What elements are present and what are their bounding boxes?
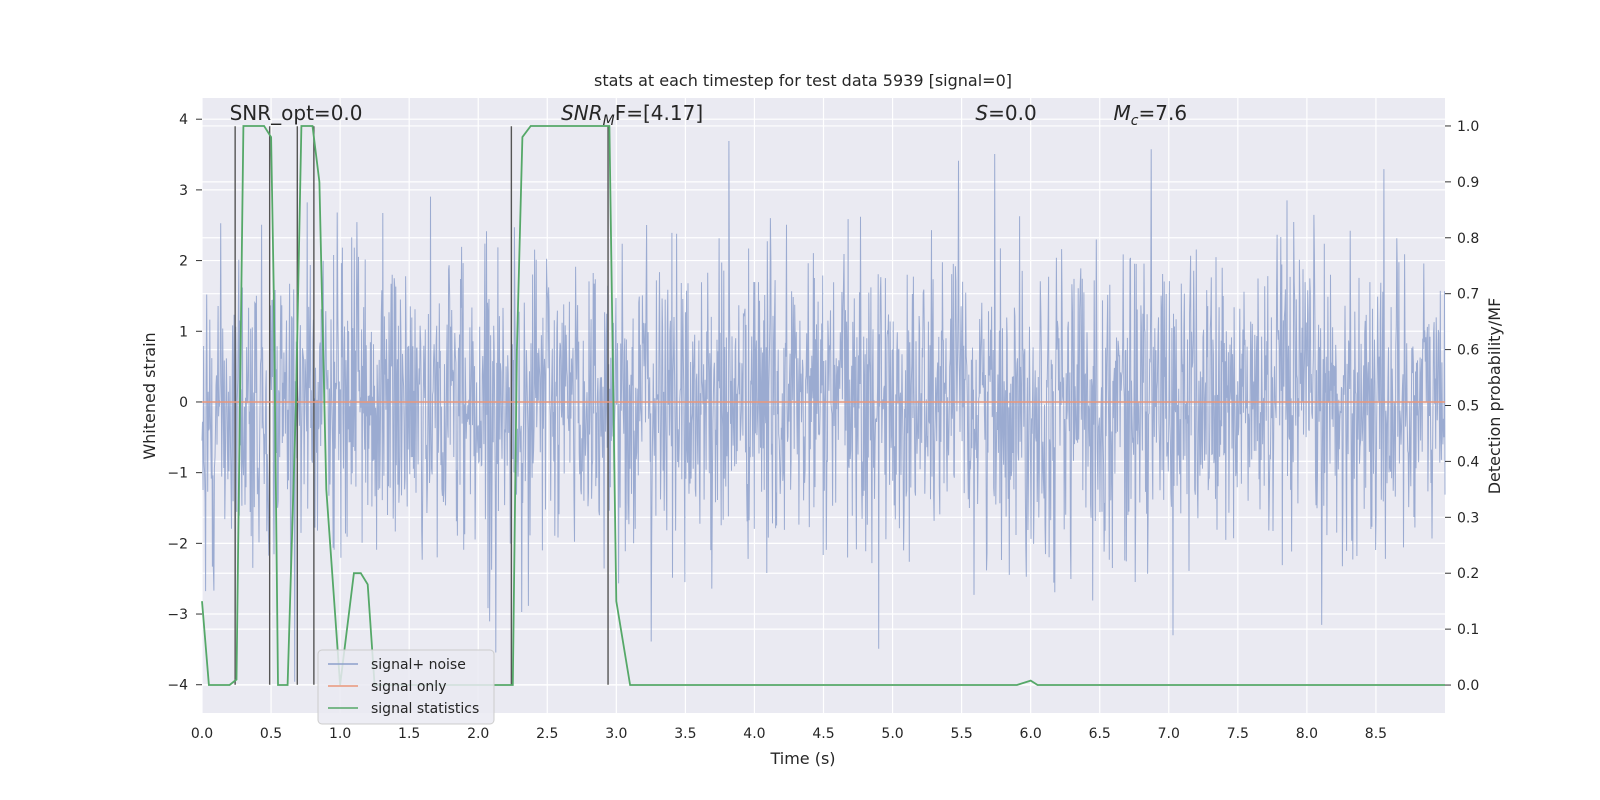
y-left-tick-label: 3	[179, 183, 188, 199]
x-tick-label: 7.5	[1227, 726, 1249, 742]
x-tick-label: 0.0	[191, 726, 213, 742]
y-left-tick-label: 1	[179, 324, 188, 340]
y-left-tick-label: 2	[179, 254, 188, 270]
x-tick-label: 6.5	[1089, 726, 1111, 742]
y-right-tick-label: 0.9	[1457, 175, 1479, 191]
legend-label-signal-only: signal only	[371, 679, 446, 695]
x-tick-label: 1.0	[329, 726, 351, 742]
annotation-1: SNRMF=[4.17]	[561, 101, 703, 129]
y-left-tick-label: −1	[167, 466, 188, 482]
legend: signal+ noise signal only signal statist…	[317, 649, 495, 725]
y-left-tick-label: −4	[167, 678, 188, 694]
series-signal-noise	[201, 140, 1446, 682]
x-axis-label: Time (s)	[769, 749, 835, 768]
x-tick-label: 8.5	[1365, 726, 1387, 742]
annotation-2: S=0.0	[975, 101, 1036, 125]
y-right-tick-label: 0.6	[1457, 343, 1479, 359]
x-tick-label: 8.0	[1296, 726, 1318, 742]
y-right-tick-label: 1.0	[1457, 119, 1479, 135]
legend-box	[317, 649, 495, 725]
y-right-tick-label: 0.3	[1457, 510, 1479, 526]
x-axis-ticks: 0.0 0.5 1.0 1.5 2.0 2.5 3.0 3.5 4.0 4.5 5.0 5.5 6.0 6…	[191, 726, 1387, 742]
y-left-axis-ticks: 4 3 2 1 0 −1 −2 −3 −4	[167, 112, 202, 694]
noise-line	[201, 140, 1446, 682]
chart-title: stats at each timestep for test data 593…	[594, 71, 1012, 90]
x-tick-label: 2.5	[536, 726, 558, 742]
x-tick-label: 0.5	[260, 726, 282, 742]
legend-label-signal-statistics: signal statistics	[371, 701, 479, 717]
x-tick-label: 5.5	[950, 726, 972, 742]
y-left-axis-label: Whitened strain	[140, 332, 159, 459]
y-left-tick-label: −2	[167, 536, 188, 552]
y-right-axis-label: Detection probability/MF	[1485, 298, 1504, 495]
x-tick-label: 4.0	[743, 726, 765, 742]
x-tick-label: 5.0	[881, 726, 903, 742]
vertical-markers	[234, 126, 609, 685]
y-right-tick-label: 0.2	[1457, 566, 1479, 582]
y-right-tick-label: 0.8	[1457, 231, 1479, 247]
y-left-tick-label: 0	[179, 395, 188, 411]
x-tick-label: 3.0	[605, 726, 627, 742]
y-right-tick-label: 0.4	[1457, 454, 1479, 470]
x-tick-label: 4.5	[812, 726, 834, 742]
annotation-3: Mc=7.6	[1114, 101, 1188, 129]
x-tick-label: 1.5	[398, 726, 420, 742]
y-right-axis-ticks: 1.0 0.9 0.8 0.7 0.6 0.5 0.4 0.3 0.2 0.1 0.0	[1445, 119, 1479, 694]
x-tick-label: 7.0	[1158, 726, 1180, 742]
y-right-tick-label: 0.0	[1457, 678, 1479, 694]
annotation-0: SNR_opt=0.0	[230, 101, 363, 125]
y-right-tick-label: 0.7	[1457, 287, 1479, 303]
y-right-tick-label: 0.1	[1457, 622, 1479, 638]
annotations: SNR_opt=0.0 SNRMF=[4.17] S=0.0 Mc=7.6	[230, 101, 1187, 129]
x-tick-label: 2.0	[467, 726, 489, 742]
legend-label-signal-noise: signal+ noise	[371, 657, 466, 673]
y-left-tick-label: −3	[167, 607, 188, 623]
y-right-tick-label: 0.5	[1457, 399, 1479, 415]
x-tick-label: 3.5	[674, 726, 696, 742]
x-tick-label: 6.0	[1020, 726, 1042, 742]
y-left-tick-label: 4	[179, 112, 188, 128]
